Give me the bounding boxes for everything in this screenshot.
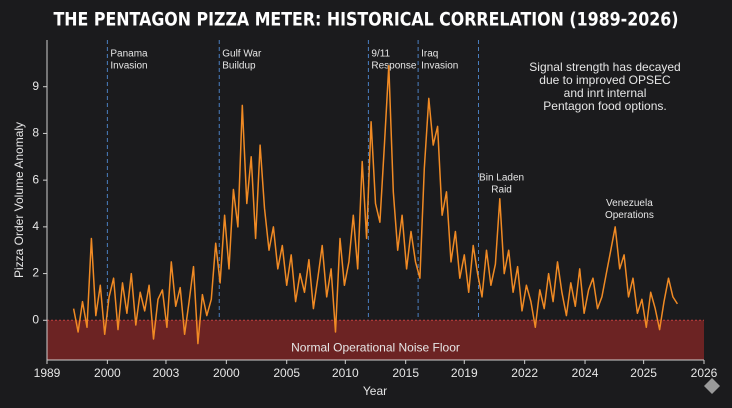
peak-label: Bin Laden bbox=[479, 172, 524, 183]
annotation: Pentagon food options. bbox=[543, 99, 666, 113]
peak-label: Operations bbox=[605, 210, 654, 221]
peak-label: Raid bbox=[491, 184, 512, 195]
x-tick-label: 2000 bbox=[94, 366, 121, 380]
event-label: 9/11 bbox=[371, 49, 390, 60]
y-axis-label: Pizza Order Volume Anomaly bbox=[12, 122, 26, 278]
event-label: Gulf War bbox=[222, 49, 262, 60]
event-label: Invasion bbox=[421, 61, 458, 72]
y-tick-label: 2 bbox=[32, 266, 39, 280]
x-tick-label: 2003 bbox=[153, 366, 180, 380]
noise-floor bbox=[47, 320, 704, 360]
event-label: Panama bbox=[110, 49, 148, 60]
x-axis-label: Year bbox=[363, 384, 387, 398]
x-tick-label: 2026 bbox=[691, 366, 718, 380]
event-label: Buildup bbox=[222, 61, 256, 72]
event-label: Iraq bbox=[421, 49, 438, 60]
x-tick-label: 2010 bbox=[332, 366, 359, 380]
peak-label: Venezuela bbox=[606, 198, 653, 209]
y-tick-label: 8 bbox=[32, 126, 39, 140]
noise-floor-label: Normal Operational Noise Floor bbox=[291, 340, 460, 354]
event-label: Invasion bbox=[110, 61, 147, 72]
annotation: and inrt internal bbox=[564, 86, 647, 100]
y-tick-label: 9 bbox=[32, 79, 39, 93]
annotation: due to improved OPSEC bbox=[539, 73, 671, 87]
event-label: Response bbox=[371, 61, 416, 72]
x-tick-label: 2019 bbox=[451, 366, 478, 380]
y-tick-label: 6 bbox=[32, 172, 39, 186]
x-tick-label: 2024 bbox=[572, 366, 599, 380]
x-tick-label: 2000 bbox=[213, 366, 240, 380]
x-tick-label: 2005 bbox=[273, 366, 300, 380]
x-tick-label: 2022 bbox=[511, 366, 538, 380]
corner-icon bbox=[704, 378, 720, 394]
x-tick-label: 1989 bbox=[34, 366, 61, 380]
x-tick-label: 2015 bbox=[392, 366, 419, 380]
annotation: Signal strength has decayed bbox=[529, 60, 680, 74]
y-tick-label: 0 bbox=[32, 312, 39, 326]
chart-title: THE PENTAGON PIZZA METER: HISTORICAL COR… bbox=[54, 9, 679, 31]
data-line bbox=[72, 64, 679, 345]
x-tick-label: 2025 bbox=[630, 366, 657, 380]
y-tick-label: 4 bbox=[32, 219, 39, 233]
